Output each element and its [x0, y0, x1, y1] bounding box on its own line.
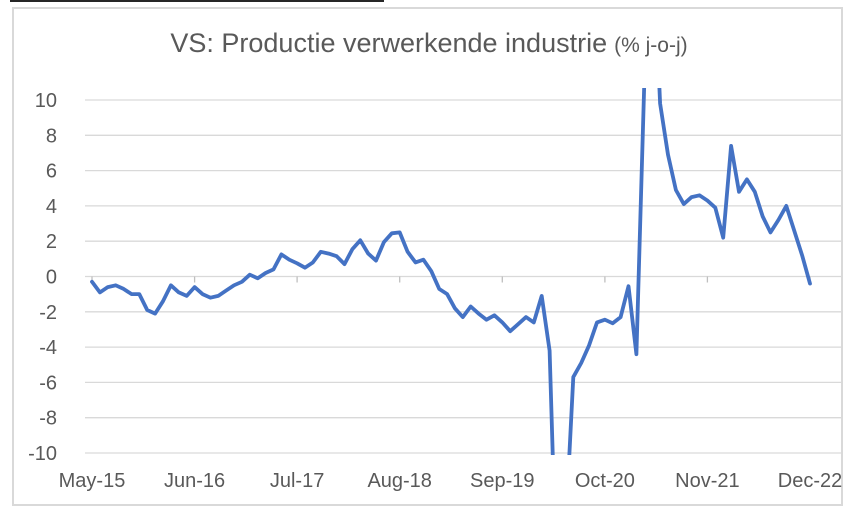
- y-axis-label: 0: [46, 267, 57, 289]
- chart-title: VS: Productie verwerkende industrie (% j-…: [0, 26, 858, 63]
- y-axis-label: -8: [39, 408, 57, 430]
- x-axis-label: Sep-19: [470, 470, 535, 492]
- y-axis-label: 2: [46, 231, 57, 253]
- chart-title-main: VS: Productie verwerkende industrie: [170, 28, 608, 58]
- y-axis-labels: 10 8 6 4 2 0 -2 -4 -6 -8 -10: [28, 90, 57, 465]
- data-line: [90, 88, 812, 455]
- x-axis-label: May-15: [59, 470, 126, 492]
- y-axis-label: -2: [39, 302, 57, 324]
- y-axis-label: 4: [46, 196, 57, 218]
- x-axis-label: Dec-22: [778, 470, 842, 492]
- x-axis-label: Oct-20: [575, 470, 635, 492]
- y-axis-label: 8: [46, 125, 57, 147]
- series-group: [90, 88, 812, 455]
- chart-panel: [12, 7, 843, 506]
- chart-title-suffix: (% j-o-j): [614, 34, 688, 57]
- y-axis-label: -6: [39, 372, 57, 394]
- x-axis-label: Jul-17: [270, 470, 324, 492]
- x-axis-label: Jun-16: [164, 470, 225, 492]
- gridlines: [85, 99, 843, 454]
- x-axis-labels: May-15 Jun-16 Jul-17 Aug-18 Sep-19 Oct-20 Nov-…: [59, 470, 843, 492]
- y-axis-label: -10: [28, 443, 57, 465]
- y-axis-label: -4: [39, 337, 57, 359]
- x-axis-label: Nov-21: [675, 470, 739, 492]
- y-axis-label: 10: [35, 90, 57, 112]
- x-axis-ticks: [91, 276, 811, 283]
- y-axis-label: 6: [46, 161, 57, 183]
- x-axis-label: Aug-18: [367, 470, 432, 492]
- top-border-line: [10, 0, 384, 2]
